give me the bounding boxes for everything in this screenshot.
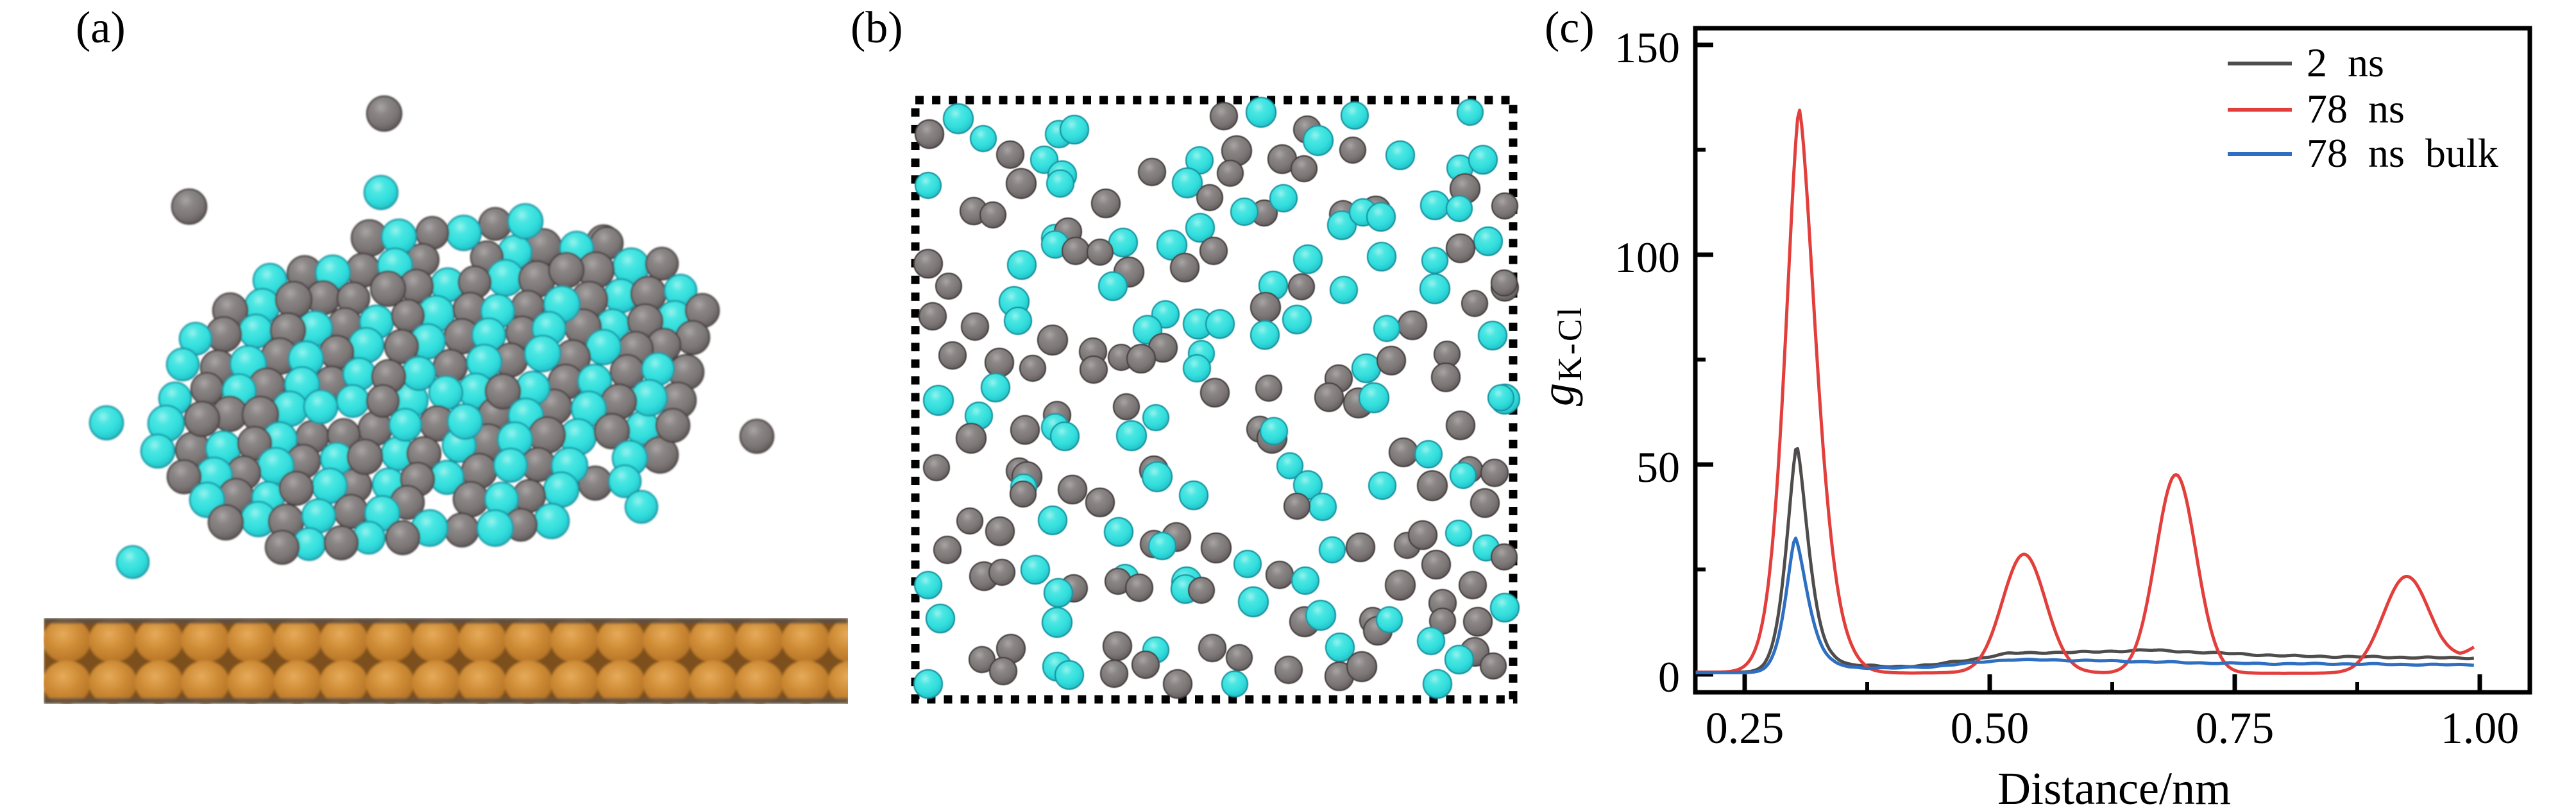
svg-text:gK-Cl: gK-Cl [1532, 305, 1589, 406]
svg-text:0.25: 0.25 [1706, 704, 1784, 753]
svg-text:Distance/nm: Distance/nm [1997, 763, 2231, 811]
svg-text:(c): (c) [1545, 3, 1595, 53]
svg-text:2 ns: 2 ns [2307, 40, 2384, 85]
svg-text:(a): (a) [76, 3, 126, 53]
svg-text:78 ns bulk: 78 ns bulk [2307, 130, 2498, 176]
svg-text:1.00: 1.00 [2441, 704, 2520, 753]
svg-text:50: 50 [1636, 443, 1680, 491]
svg-text:(b): (b) [851, 3, 903, 53]
svg-text:0.75: 0.75 [2196, 704, 2275, 753]
svg-text:100: 100 [1614, 233, 1680, 282]
svg-text:0.50: 0.50 [1951, 704, 2029, 753]
svg-text:78 ns: 78 ns [2307, 86, 2405, 132]
svg-text:0: 0 [1658, 653, 1680, 701]
svg-text:150: 150 [1614, 23, 1680, 72]
